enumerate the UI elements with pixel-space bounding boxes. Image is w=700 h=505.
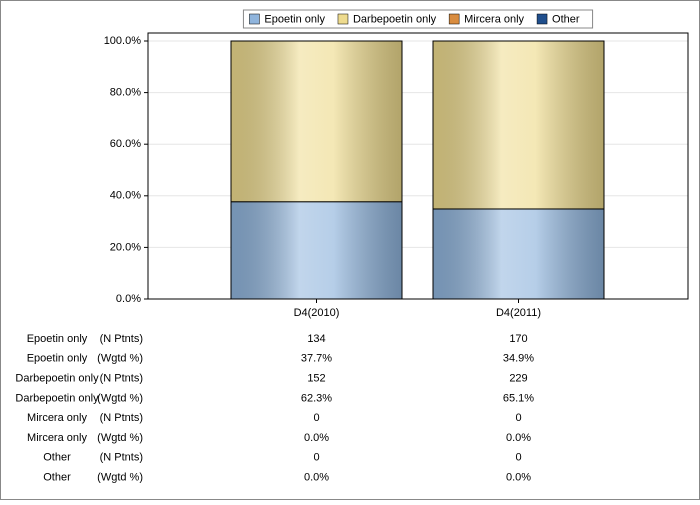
row-label: Other [43, 452, 71, 464]
row-unit: (N Ptnts) [100, 333, 143, 345]
legend-label: Other [552, 13, 580, 25]
legend-swatch [249, 13, 260, 25]
y-tick-label: 100.0% [104, 35, 142, 47]
table-cell: 62.3% [301, 392, 332, 404]
bar-segment [230, 40, 403, 203]
table-cell: 0.0% [304, 472, 329, 484]
table-cell: 0 [515, 452, 521, 464]
legend-box [242, 9, 594, 29]
table-cell: 0.0% [506, 472, 531, 484]
row-unit: (Wgtd %) [97, 432, 143, 444]
row-label: Darbepoetin only [15, 392, 99, 404]
table-cell: 0 [515, 412, 521, 424]
legend-label: Epoetin only [264, 13, 325, 25]
y-tick-label: 60.0% [110, 138, 141, 150]
legend-swatch [536, 13, 548, 25]
row-unit: (Wgtd %) [97, 353, 143, 365]
table-cell: 37.7% [301, 353, 332, 365]
table-cell: 0 [313, 452, 319, 464]
x-tick-label: D4(2010) [294, 307, 340, 319]
row-label: Mircera only [27, 412, 87, 424]
x-tick-label: D4(2011) [496, 307, 541, 319]
row-unit: (Wgtd %) [97, 392, 143, 404]
row-label: Other [43, 472, 71, 484]
legend-swatch [448, 13, 460, 25]
table-cell: 34.9% [503, 353, 534, 365]
table-cell: 170 [509, 333, 527, 345]
table-cell: 0.0% [506, 432, 531, 444]
table-cell: 0.0% [304, 432, 329, 444]
row-label: Mircera only [27, 432, 87, 444]
row-label: Epoetin only [27, 333, 88, 345]
table-cell: 65.1% [503, 392, 534, 404]
plot-frame [147, 32, 689, 300]
table-cell: 229 [509, 373, 527, 385]
legend-label: Darbepoetin only [353, 13, 437, 25]
bar-segment [432, 208, 605, 300]
row-label: Darbepoetin only [15, 373, 99, 385]
table-cell: 152 [307, 373, 325, 385]
row-label: Epoetin only [27, 353, 88, 365]
y-tick-label: 80.0% [110, 87, 141, 99]
row-unit: (N Ptnts) [100, 412, 143, 424]
legend-swatch [337, 13, 349, 25]
table-cell: 0 [313, 412, 319, 424]
y-tick-label: 0.0% [116, 293, 141, 305]
row-unit: (N Ptnts) [100, 452, 143, 464]
y-tick-label: 20.0% [110, 241, 141, 253]
row-unit: (N Ptnts) [100, 373, 143, 385]
row-unit: (Wgtd %) [97, 472, 143, 484]
legend-label: Mircera only [464, 13, 524, 25]
table-cell: 134 [307, 333, 325, 345]
bar-segment [230, 201, 403, 300]
y-tick-label: 40.0% [110, 190, 141, 202]
bar-segment [432, 40, 605, 210]
